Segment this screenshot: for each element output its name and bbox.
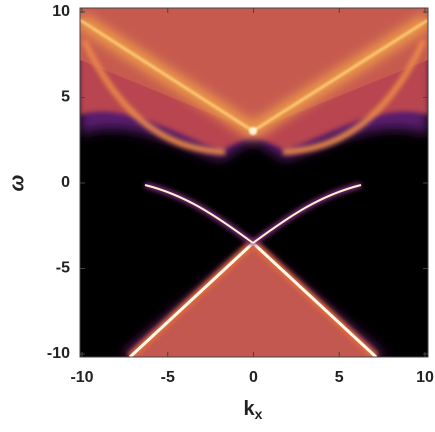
y-axis-label: ω (6, 174, 28, 191)
density-image (80, 8, 428, 357)
y-tick-label: 0 (61, 174, 70, 191)
x-tick-label: 0 (249, 369, 258, 386)
x-tick-label: 5 (335, 369, 344, 386)
x-tick-label: 10 (416, 369, 434, 386)
x-label-base: k (244, 398, 256, 420)
y-tick-label: 10 (52, 3, 70, 20)
x-label-sub: x (255, 406, 263, 422)
y-tick-label: -5 (56, 260, 70, 277)
y-tick-label: 5 (61, 89, 70, 106)
x-tick-label: -5 (161, 369, 175, 386)
y-tick-label: -10 (47, 345, 70, 362)
x-axis-label: kx (244, 398, 263, 421)
x-tick-label: -10 (70, 369, 93, 386)
